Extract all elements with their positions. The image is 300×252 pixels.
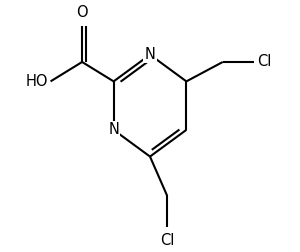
Text: O: O [76,5,88,20]
Text: N: N [145,47,155,62]
Text: HO: HO [26,74,48,89]
Text: Cl: Cl [257,54,271,70]
Text: Cl: Cl [160,233,174,248]
Text: N: N [108,122,119,137]
